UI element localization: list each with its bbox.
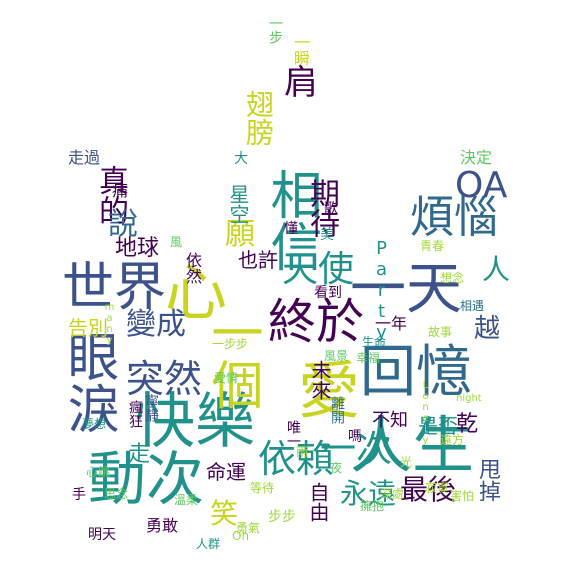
word-cloud-word: 明天 <box>88 527 116 543</box>
word-cloud-word: 遠方 <box>440 433 465 447</box>
word-cloud-word: many <box>104 302 115 346</box>
word-cloud-word: 甩掉 <box>475 458 500 502</box>
word-cloud-word: 勇氣 <box>236 521 261 535</box>
word-cloud-word: 世界 <box>62 258 167 318</box>
word-cloud-word: 告別 <box>68 316 108 340</box>
word-cloud-word: 動次 <box>88 445 205 513</box>
word-cloud-word: 深處 <box>380 487 405 501</box>
word-cloud-word: 也許 <box>238 248 278 272</box>
word-cloud-word: 永遠 <box>340 477 397 510</box>
word-cloud-word: 歌 <box>324 201 338 217</box>
word-cloud-word: 決定 <box>460 148 493 167</box>
word-cloud-word: 夢想 <box>82 417 107 431</box>
word-cloud-word: 瘋狂 <box>127 400 143 428</box>
word-cloud-word: 不知 <box>372 410 408 431</box>
word-cloud-word: 愛情 <box>214 371 239 385</box>
word-cloud-word: 愛 <box>298 354 361 427</box>
word-cloud-word: 終於 <box>268 294 365 350</box>
word-cloud-word: 溫柔 <box>174 493 199 507</box>
word-cloud-word: 期待 <box>304 178 339 238</box>
word-cloud-word: 眼淚 <box>58 330 118 434</box>
word-cloud-word: 唯一 <box>285 420 301 448</box>
word-cloud-word: 肩 <box>284 63 318 103</box>
word-cloud-word: 回憶 <box>360 340 472 405</box>
word-cloud-word: OA <box>455 165 508 206</box>
word-cloud-word: 一瞬 <box>291 34 310 66</box>
word-cloud-word: 願 <box>225 217 255 252</box>
word-cloud-word: 寧靜 <box>143 394 159 422</box>
word-cloud-word: 嗎 <box>348 429 362 445</box>
word-cloud-word: 笑 <box>210 497 239 530</box>
word-cloud-word: 幸福 <box>356 351 381 365</box>
word-cloud-word: 越 <box>474 314 501 344</box>
word-cloud-word: 寂寞 <box>425 481 450 495</box>
word-cloud-word: 煩惱 <box>410 192 498 243</box>
word-cloud-word: 勇敢 <box>146 516 179 535</box>
word-cloud-word: 人 <box>482 253 511 286</box>
word-cloud-word: 一次 <box>320 429 393 470</box>
word-cloud-word: 想念 <box>440 271 465 285</box>
word-cloud-word: 人群 <box>196 537 221 551</box>
word-cloud-word: 離開 <box>329 396 345 424</box>
word-cloud-word: 一個 <box>202 306 262 410</box>
word-cloud-word: 突然 <box>126 357 203 401</box>
word-cloud-word: 說 <box>108 207 138 242</box>
word-cloud-word: 未來 <box>308 360 332 400</box>
word-cloud-word: 走 <box>128 442 151 467</box>
word-cloud-word: 風 <box>170 235 183 249</box>
word-cloud-word: 痛 <box>112 181 129 200</box>
word-cloud-word: 地球 <box>115 236 160 261</box>
word-cloud-word: 生命 <box>362 335 387 349</box>
word-cloud-word: 人生 <box>350 409 475 482</box>
word-cloud-word: 依然 <box>183 252 202 284</box>
word-cloud-word: 擁抱 <box>360 499 385 513</box>
word-cloud-word: 風景 <box>324 349 349 363</box>
word-cloud-word: 依賴 <box>258 437 335 481</box>
word-cloud-word: 雨 <box>296 445 309 459</box>
word-cloud-word: 一步步 <box>212 337 249 351</box>
word-cloud-word: 天使 <box>282 249 355 290</box>
word-cloud-word: 命運 <box>206 460 246 484</box>
word-cloud-word: 一年 <box>375 314 408 333</box>
word-cloud-word: night <box>456 393 482 404</box>
word-cloud-word: 夜 <box>330 461 343 475</box>
word-cloud-word: 星空 <box>226 184 250 224</box>
word-cloud-word: 心 <box>165 256 228 329</box>
word-cloud-word: 步步 <box>268 509 296 525</box>
word-cloud-word: Lonely <box>420 380 431 446</box>
word-cloud-word: 自由 <box>306 482 330 522</box>
word-cloud-word: 真的 <box>93 165 128 225</box>
word-cloud-word: 看到 <box>314 285 342 301</box>
word-cloud-word: 是否 <box>418 414 458 438</box>
word-cloud-word: 故事 <box>428 325 453 339</box>
word-cloud-word: 等待 <box>250 481 275 495</box>
word-cloud-word: 變成 <box>126 307 186 342</box>
word-cloud-word: 相信 <box>261 168 321 272</box>
word-cloud-word: 懂 <box>284 221 298 237</box>
word-cloud-word: 快樂 <box>135 387 255 457</box>
word-cloud-word: 乾 <box>456 412 479 437</box>
word-cloud-word: 大 <box>234 151 248 167</box>
word-cloud-word: 美 <box>320 227 334 243</box>
word-cloud-word: 一天 <box>350 257 462 322</box>
word-cloud-word: 翅膀 <box>242 90 275 146</box>
word-cloud-word: 走過 <box>68 148 101 167</box>
word-cloud-word: 青春 <box>420 239 445 253</box>
word-cloud-word: 手 <box>72 487 86 503</box>
word-cloud-word: 光 <box>400 455 413 469</box>
word-cloud-word: 最後 <box>400 473 457 506</box>
word-cloud-word: Party <box>371 238 392 343</box>
word-cloud-word: 心跳 <box>86 465 111 479</box>
word-cloud-word: 一步 <box>267 16 283 44</box>
word-cloud-word: Oh <box>232 529 250 543</box>
word-cloud-word: 思念 <box>104 487 129 501</box>
word-cloud-word: 相遇 <box>460 299 485 313</box>
word-cloud-word: 害怕 <box>450 489 475 503</box>
